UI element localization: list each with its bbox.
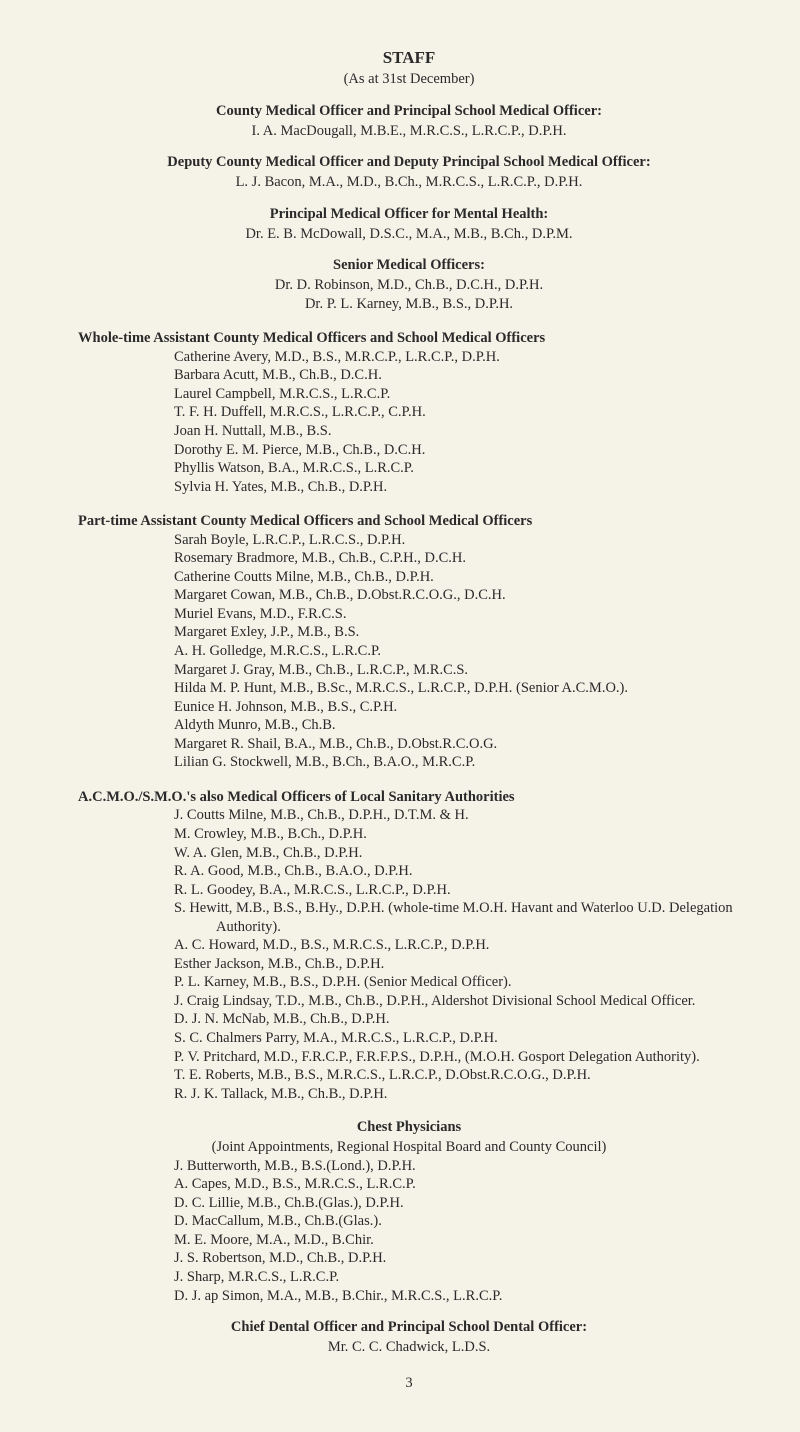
- list-item: Margaret J. Gray, M.B., Ch.B., L.R.C.P.,…: [174, 661, 740, 680]
- list-item: W. A. Glen, M.B., Ch.B., D.P.H.: [174, 844, 740, 863]
- list-item: Phyllis Watson, B.A., M.R.C.S., L.R.C.P.: [174, 459, 740, 478]
- acmo-block: A.C.M.O./S.M.O.'s also Medical Officers …: [78, 788, 740, 1103]
- list-item: D. J. ap Simon, M.A., M.B., B.Chir., M.R…: [174, 1287, 740, 1306]
- list-item: M. E. Moore, M.A., M.D., B.Chir.: [174, 1231, 740, 1250]
- list-item: T. E. Roberts, M.B., B.S., M.R.C.S., L.R…: [174, 1066, 740, 1085]
- county-mo-name: I. A. MacDougall, M.B.E., M.R.C.S., L.R.…: [78, 122, 740, 141]
- senior-heading: Senior Medical Officers:: [78, 257, 740, 274]
- list-item: J. Butterworth, M.B., B.S.(Lond.), D.P.H…: [174, 1157, 740, 1176]
- list-item: Dorothy E. M. Pierce, M.B., Ch.B., D.C.H…: [174, 441, 740, 460]
- senior-line: Dr. P. L. Karney, M.B., B.S., D.P.H.: [78, 295, 740, 314]
- mental-name: Dr. E. B. McDowall, D.S.C., M.A., M.B., …: [78, 225, 740, 244]
- list-item: Eunice H. Johnson, M.B., B.S., C.P.H.: [174, 698, 740, 717]
- wholetime-heading: Whole-time Assistant County Medical Offi…: [78, 330, 545, 346]
- acmo-list: J. Coutts Milne, M.B., Ch.B., D.P.H., D.…: [78, 806, 740, 1103]
- parttime-heading: Part-time Assistant County Medical Offic…: [78, 513, 532, 529]
- wholetime-list: Catherine Avery, M.D., B.S., M.R.C.P., L…: [78, 348, 740, 496]
- list-item: R. A. Good, M.B., Ch.B., B.A.O., D.P.H.: [174, 862, 740, 881]
- acmo-heading: A.C.M.O./S.M.O.'s also Medical Officers …: [78, 789, 515, 805]
- list-item: Lilian G. Stockwell, M.B., B.Ch., B.A.O.…: [174, 753, 740, 772]
- list-item: Laurel Campbell, M.R.C.S., L.R.C.P.: [174, 385, 740, 404]
- county-mo-heading: County Medical Officer and Principal Sch…: [78, 103, 740, 120]
- dental-block: Chief Dental Officer and Principal Schoo…: [78, 1319, 740, 1357]
- list-item: Catherine Avery, M.D., B.S., M.R.C.P., L…: [174, 348, 740, 367]
- list-item: Aldyth Munro, M.B., Ch.B.: [174, 716, 740, 735]
- list-item: A. H. Golledge, M.R.C.S., L.R.C.P.: [174, 642, 740, 661]
- senior-line: Dr. D. Robinson, M.D., Ch.B., D.C.H., D.…: [78, 276, 740, 295]
- list-item: J. Sharp, M.R.C.S., L.R.C.P.: [174, 1268, 740, 1287]
- page: STAFF (As at 31st December) County Medic…: [0, 0, 800, 1432]
- list-item: T. F. H. Duffell, M.R.C.S., L.R.C.P., C.…: [174, 403, 740, 422]
- page-subtitle: (As at 31st December): [78, 70, 740, 89]
- list-item: D. MacCallum, M.B., Ch.B.(Glas.).: [174, 1212, 740, 1231]
- list-item: J. S. Robertson, M.D., Ch.B., D.P.H.: [174, 1249, 740, 1268]
- list-item: M. Crowley, M.B., B.Ch., D.P.H.: [174, 825, 740, 844]
- page-title: STAFF: [78, 48, 740, 68]
- list-item: Margaret Exley, J.P., M.B., B.S.: [174, 623, 740, 642]
- list-item: R. J. K. Tallack, M.B., Ch.B., D.P.H.: [174, 1085, 740, 1104]
- list-item: D. J. N. McNab, M.B., Ch.B., D.P.H.: [174, 1010, 740, 1029]
- mental-heading: Principal Medical Officer for Mental Hea…: [78, 206, 740, 223]
- list-item: Muriel Evans, M.D., F.R.C.S.: [174, 605, 740, 624]
- list-item: P. V. Pritchard, M.D., F.R.C.P., F.R.F.P…: [216, 1048, 740, 1067]
- dental-name: Mr. C. C. Chadwick, L.D.S.: [78, 1338, 740, 1357]
- list-item: Barbara Acutt, M.B., Ch.B., D.C.H.: [174, 366, 740, 385]
- list-item: A. C. Howard, M.D., B.S., M.R.C.S., L.R.…: [174, 936, 740, 955]
- list-item: D. C. Lillie, M.B., Ch.B.(Glas.), D.P.H.: [174, 1194, 740, 1213]
- list-item: J. Craig Lindsay, T.D., M.B., Ch.B., D.P…: [216, 992, 740, 1011]
- dental-heading: Chief Dental Officer and Principal Schoo…: [78, 1319, 740, 1336]
- chest-subheading: (Joint Appointments, Regional Hospital B…: [78, 1138, 740, 1157]
- parttime-list: Sarah Boyle, L.R.C.P., L.R.C.S., D.P.H. …: [78, 531, 740, 772]
- list-item: Esther Jackson, M.B., Ch.B., D.P.H.: [174, 955, 740, 974]
- wholetime-block: Whole-time Assistant County Medical Offi…: [78, 329, 740, 496]
- list-item: S. Hewitt, M.B., B.S., B.Hy., D.P.H. (wh…: [216, 899, 740, 936]
- list-item: J. Coutts Milne, M.B., Ch.B., D.P.H., D.…: [174, 806, 740, 825]
- list-item: Rosemary Bradmore, M.B., Ch.B., C.P.H., …: [174, 549, 740, 568]
- list-item: S. C. Chalmers Parry, M.A., M.R.C.S., L.…: [174, 1029, 740, 1048]
- deputy-heading: Deputy County Medical Officer and Deputy…: [78, 154, 740, 171]
- deputy-name: L. J. Bacon, M.A., M.D., B.Ch., M.R.C.S.…: [78, 173, 740, 192]
- list-item: R. L. Goodey, B.A., M.R.C.S., L.R.C.P., …: [174, 881, 740, 900]
- list-item: Sarah Boyle, L.R.C.P., L.R.C.S., D.P.H.: [174, 531, 740, 550]
- list-item: Sylvia H. Yates, M.B., Ch.B., D.P.H.: [174, 478, 740, 497]
- list-item: Catherine Coutts Milne, M.B., Ch.B., D.P…: [174, 568, 740, 587]
- chest-block: Chest Physicians (Joint Appointments, Re…: [78, 1119, 740, 1305]
- chest-heading: Chest Physicians: [78, 1119, 740, 1136]
- page-number: 3: [78, 1375, 740, 1392]
- list-item: Hilda M. P. Hunt, M.B., B.Sc., M.R.C.S.,…: [174, 679, 740, 698]
- parttime-block: Part-time Assistant County Medical Offic…: [78, 512, 740, 772]
- list-item: A. Capes, M.D., B.S., M.R.C.S., L.R.C.P.: [174, 1175, 740, 1194]
- chest-list: J. Butterworth, M.B., B.S.(Lond.), D.P.H…: [78, 1157, 740, 1305]
- list-item: P. L. Karney, M.B., B.S., D.P.H. (Senior…: [174, 973, 740, 992]
- list-item: Joan H. Nuttall, M.B., B.S.: [174, 422, 740, 441]
- header-block: STAFF (As at 31st December) County Medic…: [78, 48, 740, 313]
- list-item: Margaret R. Shail, B.A., M.B., Ch.B., D.…: [174, 735, 740, 754]
- list-item: Margaret Cowan, M.B., Ch.B., D.Obst.R.C.…: [174, 586, 740, 605]
